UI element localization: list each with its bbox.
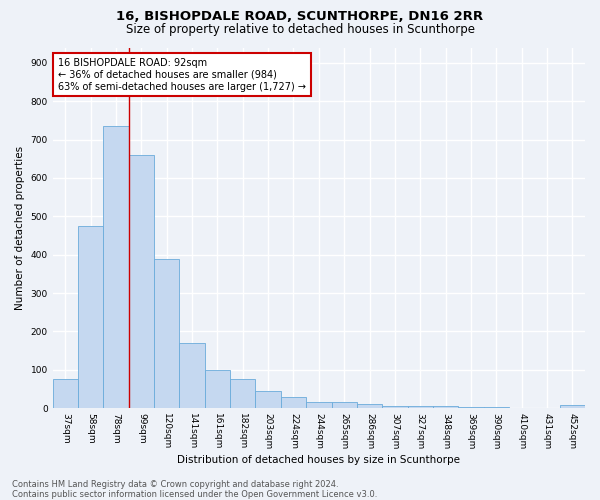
Bar — [407, 406, 433, 408]
Text: Contains HM Land Registry data © Crown copyright and database right 2024.
Contai: Contains HM Land Registry data © Crown c… — [12, 480, 377, 499]
Bar — [129, 155, 154, 408]
Bar — [433, 406, 458, 408]
Bar — [230, 380, 256, 408]
Bar — [53, 380, 78, 408]
Bar — [332, 402, 357, 408]
Text: 16, BISHOPDALE ROAD, SCUNTHORPE, DN16 2RR: 16, BISHOPDALE ROAD, SCUNTHORPE, DN16 2R… — [116, 10, 484, 23]
Bar — [560, 405, 585, 408]
Y-axis label: Number of detached properties: Number of detached properties — [15, 146, 25, 310]
Bar — [154, 258, 179, 408]
Bar — [256, 391, 281, 408]
X-axis label: Distribution of detached houses by size in Scunthorpe: Distribution of detached houses by size … — [178, 455, 460, 465]
Bar — [281, 396, 306, 408]
Bar — [306, 402, 332, 408]
Bar — [357, 404, 382, 408]
Bar — [382, 406, 407, 408]
Bar — [205, 370, 230, 408]
Text: Size of property relative to detached houses in Scunthorpe: Size of property relative to detached ho… — [125, 22, 475, 36]
Text: 16 BISHOPDALE ROAD: 92sqm
← 36% of detached houses are smaller (984)
63% of semi: 16 BISHOPDALE ROAD: 92sqm ← 36% of detac… — [58, 58, 306, 92]
Bar — [78, 226, 103, 408]
Bar — [179, 343, 205, 408]
Bar — [103, 126, 129, 408]
